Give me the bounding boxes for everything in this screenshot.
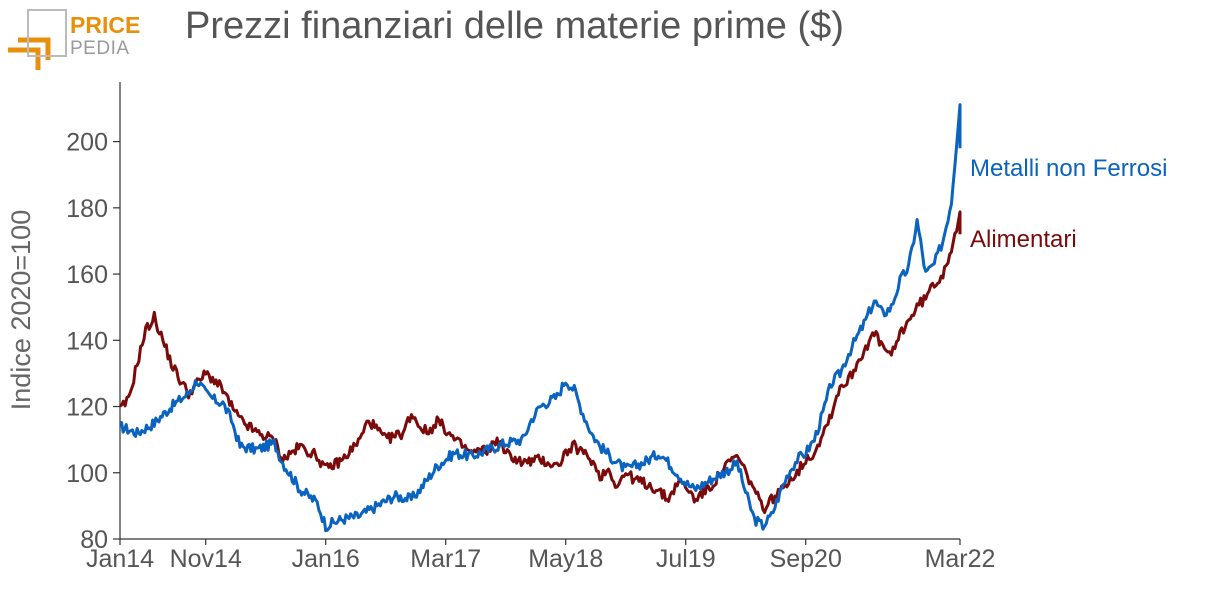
x-tick-label: Sep20 [770, 545, 842, 573]
y-ticks: 80 100 120 140 160 180 200 [66, 129, 120, 554]
logo-word-price: PRICE [70, 12, 140, 38]
x-tick-label: Mar17 [410, 545, 481, 573]
x-tick-label: Mar22 [925, 545, 996, 573]
series-lines [119, 103, 962, 533]
logo-word-pedia: PEDIA [70, 38, 130, 59]
y-tick-label: 160 [66, 261, 108, 289]
y-tick-label: 140 [66, 327, 108, 355]
series-line-metalli [119, 103, 962, 533]
x-tick-label: May18 [528, 545, 603, 573]
y-axis-label: Indice 2020=100 [6, 210, 36, 410]
series-labels: Alimentari Metalli non Ferrosi [970, 155, 1167, 253]
series-label-alimentari: Alimentari [970, 226, 1077, 253]
series-label-metalli: Metalli non Ferrosi [970, 155, 1167, 182]
x-tick-label: Nov14 [170, 545, 242, 573]
logo-bracket-inner [27, 9, 67, 57]
x-tick-label: Jul19 [656, 545, 716, 573]
logo-bracket-outer [8, 47, 41, 70]
pricepedia-logo: PRICE PEDIA [8, 9, 140, 70]
x-ticks: Jan14 Nov14 Jan16 Mar17 May18 Jul19 Sep20 Mar22 [86, 539, 996, 573]
y-tick-label: 80 [80, 526, 108, 554]
chart-title: Prezzi finanziari delle materie prime ($… [185, 5, 844, 47]
x-tick-label: Jan14 [86, 545, 154, 573]
y-tick-label: 120 [66, 394, 108, 422]
y-tick-label: 200 [66, 129, 108, 157]
y-tick-label: 180 [66, 195, 108, 223]
series-line-alimentari [119, 210, 962, 514]
y-tick-label: 100 [66, 460, 108, 488]
x-tick-label: Jan16 [292, 545, 360, 573]
